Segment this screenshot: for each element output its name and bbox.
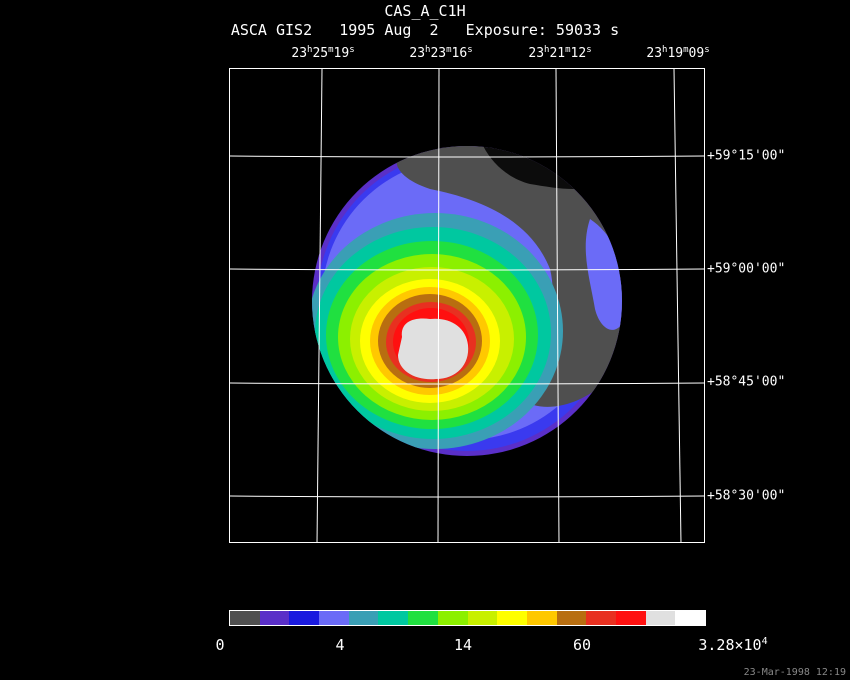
dec-tick-label: +58°45'00" — [707, 374, 786, 390]
colorbar-tick-label: 4 — [335, 636, 345, 654]
ra-grid-line — [673, 69, 682, 542]
colorbar-tick-label: 3.28×104 — [698, 636, 768, 654]
colorbar-segment — [467, 611, 498, 625]
dec-tick-label: +59°15'00" — [707, 148, 786, 164]
ra-tick-label: 23h21m12s — [528, 45, 592, 61]
ra-grid-line — [437, 69, 440, 542]
colorbar-segment — [319, 611, 349, 625]
color-scale-bar — [229, 610, 706, 626]
colorbar-segment — [259, 611, 290, 625]
dec-tick-label: +59°00'00" — [707, 261, 786, 277]
ra-grid-line — [316, 69, 323, 542]
colorbar-segment — [675, 611, 705, 625]
peak-region — [398, 318, 469, 380]
colorbar-segment — [230, 611, 260, 625]
level-band — [585, 219, 622, 330]
ra-tick-label: 23h23m16s — [409, 45, 473, 61]
detector-field-of-view — [312, 146, 622, 456]
dec-grid-line — [230, 268, 704, 271]
colorbar-segment — [348, 611, 379, 625]
xray-sky-image — [230, 69, 704, 542]
colorbar-segment — [378, 611, 409, 625]
dec-grid-line — [230, 495, 704, 498]
colorbar-segment — [556, 611, 587, 625]
colorbar-segment — [645, 611, 676, 625]
colorbar-segment — [289, 611, 320, 625]
image-title: CAS_A_C1H — [384, 2, 466, 20]
colorbar-tick-label: 14 — [453, 636, 473, 654]
image-subtitle: ASCA GIS2 1995 Aug 2 Exposure: 59033 s — [230, 21, 620, 39]
colorbar-segment — [408, 611, 438, 625]
ra-grid-line — [555, 69, 560, 542]
dec-grid-line — [230, 155, 704, 158]
colorbar-tick-label: 0 — [215, 636, 225, 654]
colorbar-segment — [497, 611, 527, 625]
sky-image-frame — [229, 68, 705, 543]
background-region — [396, 146, 622, 407]
ra-tick-label: 23h19m09s — [646, 45, 710, 61]
colorbar-segment — [615, 611, 646, 625]
timestamp: 23-Mar-1998 12:19 — [743, 667, 846, 678]
dec-tick-label: +58°30'00" — [707, 488, 786, 504]
dec-grid-line — [230, 382, 704, 385]
colorbar-segment — [437, 611, 468, 625]
colorbar-segment — [586, 611, 616, 625]
ra-tick-label: 23h25m19s — [291, 45, 355, 61]
colorbar-segment — [526, 611, 557, 625]
colorbar-tick-label: 60 — [572, 636, 592, 654]
coordinate-grid — [230, 69, 704, 542]
